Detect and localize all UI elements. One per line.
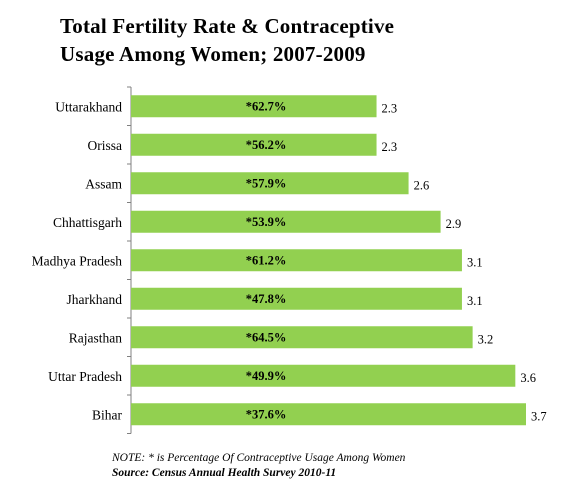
category-label: Jharkhand: [67, 292, 123, 307]
note-text: NOTE: * is Percentage Of Contraceptive U…: [112, 452, 406, 464]
contraceptive-label: *56.2%: [246, 138, 287, 152]
value-label: 3.7: [531, 409, 547, 423]
value-label: 2.3: [382, 140, 398, 154]
bar-orissa: [131, 133, 377, 156]
value-label: 3.2: [478, 332, 494, 346]
value-label: 3.1: [467, 294, 483, 308]
source-text: Source: Census Annual Health Survey 2010…: [112, 467, 337, 479]
value-label: 3.6: [520, 371, 536, 385]
contraceptive-label: *49.9%: [246, 369, 287, 383]
contraceptive-label: *37.6%: [246, 407, 287, 421]
bar-uttarakhand: [131, 95, 377, 118]
value-label: 2.3: [382, 101, 398, 115]
value-label: 2.6: [414, 178, 430, 192]
category-label: Chhattisgarh: [53, 215, 122, 230]
contraceptive-label: *53.9%: [246, 215, 287, 229]
category-label: Orissa: [88, 138, 123, 153]
contraceptive-label: *57.9%: [246, 176, 287, 190]
category-label: Bihar: [92, 407, 122, 422]
bar-jharkhand: [131, 287, 462, 310]
category-label: Rajasthan: [69, 330, 122, 345]
bar-bihar: [131, 403, 526, 426]
value-label: 2.9: [446, 217, 462, 231]
chart-title-line-1: Total Fertility Rate & Contraceptive: [60, 14, 395, 38]
category-label: Uttarakhand: [55, 99, 122, 114]
contraceptive-label: *64.5%: [246, 330, 287, 344]
category-label: Uttar Pradesh: [48, 369, 122, 384]
contraceptive-label: *61.2%: [246, 253, 287, 267]
bar-uttar-pradesh: [131, 364, 516, 387]
category-label: Assam: [85, 176, 122, 191]
bar-chhattisgarh: [131, 210, 441, 233]
bar-assam: [131, 172, 409, 195]
bar-madhya-pradesh: [131, 249, 462, 272]
contraceptive-label: *62.7%: [246, 99, 287, 113]
category-label: Madhya Pradesh: [32, 253, 123, 268]
value-label: 3.1: [467, 255, 483, 269]
chart-title: Total Fertility Rate & Contraceptive Usa…: [60, 12, 540, 68]
contraceptive-label: *47.8%: [246, 292, 287, 306]
chart-footnote: NOTE: * is Percentage Of Contraceptive U…: [112, 451, 405, 481]
bar-rajasthan: [131, 326, 473, 349]
chart-title-line-2: Usage Among Women; 2007-2009: [60, 42, 366, 66]
